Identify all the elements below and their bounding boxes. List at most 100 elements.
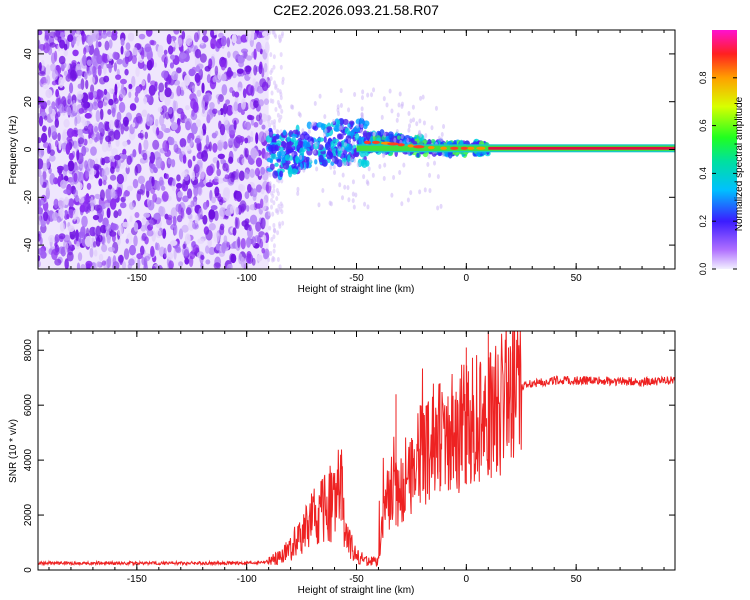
noise-blob	[218, 199, 224, 206]
faint-blob	[291, 104, 295, 110]
noise-blob	[144, 43, 152, 53]
signal-blob	[272, 170, 279, 179]
noise-blob	[78, 34, 82, 42]
noise-blob	[273, 227, 277, 233]
noise-blob	[92, 90, 98, 99]
noise-blob	[124, 50, 131, 57]
noise-blob	[55, 30, 60, 38]
noise-blob	[40, 218, 46, 228]
y-tick-label: 4000	[23, 449, 34, 472]
y-tick-label: 6000	[23, 394, 34, 417]
faint-blob	[408, 123, 412, 129]
noise-blob	[108, 98, 114, 106]
noise-blob	[63, 43, 68, 51]
noise-blob	[185, 145, 192, 151]
noise-blob	[249, 214, 258, 225]
faint-blob	[360, 112, 364, 118]
noise-blob	[226, 241, 231, 248]
noise-blob	[103, 120, 109, 132]
noise-blob	[58, 55, 66, 65]
signal-blob	[348, 120, 355, 125]
noise-blob	[51, 69, 59, 81]
noise-blob	[137, 175, 146, 185]
noise-blob	[281, 76, 285, 82]
noise-blob	[270, 119, 274, 125]
noise-blob	[134, 96, 139, 103]
noise-blob	[106, 31, 113, 38]
noise-blob	[143, 139, 149, 151]
noise-blob	[246, 205, 250, 212]
snr-x-ticks: -150 -100 -50 0 50	[48, 331, 665, 585]
signal-peak	[427, 145, 435, 150]
noise-blob	[194, 214, 199, 226]
signal-blob	[276, 140, 282, 147]
noise-blob	[250, 85, 255, 97]
noise-blob	[49, 31, 57, 38]
noise-blob	[213, 262, 221, 269]
faint-blob	[360, 123, 364, 129]
signal-blob	[295, 155, 299, 164]
faint-blob	[398, 91, 402, 97]
noise-blob	[54, 112, 59, 122]
noise-blob	[60, 31, 65, 38]
faint-blob	[390, 108, 394, 114]
noise-blob	[272, 188, 276, 194]
noise-blob	[81, 145, 87, 157]
noise-blob	[155, 229, 162, 239]
faint-blob	[400, 201, 404, 207]
signal-peak	[450, 146, 459, 150]
noise-blob	[122, 221, 129, 228]
noise-blob	[192, 244, 200, 254]
faint-blob	[370, 92, 374, 98]
noise-blob	[235, 217, 240, 230]
noise-blob	[128, 258, 135, 266]
signal-blob	[333, 127, 340, 132]
noise-blob	[88, 158, 95, 171]
noise-blob	[120, 123, 125, 135]
noise-blob	[65, 143, 71, 155]
noise-blob	[164, 173, 169, 180]
y-tick-label: 0	[23, 567, 34, 573]
noise-blob	[85, 79, 89, 90]
noise-blob	[139, 245, 145, 256]
noise-blob	[254, 203, 262, 209]
signal-blob	[269, 163, 275, 170]
noise-blob	[272, 54, 276, 60]
noise-blob	[72, 49, 79, 57]
noise-blob	[200, 39, 204, 46]
x-tick-label: 50	[571, 574, 583, 585]
noise-blob	[202, 30, 208, 36]
noise-blob	[40, 132, 48, 144]
noise-blob	[82, 54, 87, 66]
noise-blob	[176, 215, 183, 223]
faint-blob	[363, 201, 367, 207]
noise-blob	[175, 147, 182, 154]
noise-blob	[272, 234, 276, 240]
signal-blob	[362, 130, 368, 137]
spectrogram-x-ticks: -150 -100 -50 0 50	[48, 30, 665, 284]
faint-blob	[331, 157, 335, 163]
noise-blob	[38, 169, 42, 177]
noise-blob	[218, 32, 224, 39]
noise-blob	[45, 64, 51, 76]
noise-blob	[276, 257, 280, 263]
noise-blob	[51, 248, 58, 261]
noise-blob	[56, 165, 65, 171]
noise-blob	[223, 117, 229, 126]
spectrogram-xlabel: Height of straight line (km)	[298, 284, 415, 295]
noise-blob	[173, 223, 178, 236]
noise-blob	[278, 221, 282, 227]
noise-blob	[109, 198, 117, 210]
noise-blob	[259, 78, 267, 88]
faint-blob	[371, 172, 375, 178]
noise-blob	[145, 180, 152, 192]
faint-blob	[412, 117, 416, 123]
noise-blob	[175, 203, 181, 213]
noise-blob	[90, 146, 97, 156]
noise-blob	[166, 33, 172, 45]
signal-peak	[363, 140, 372, 144]
noise-blob	[181, 30, 186, 40]
noise-blob	[49, 42, 56, 48]
noise-blob	[132, 149, 137, 158]
noise-blob	[97, 213, 104, 223]
